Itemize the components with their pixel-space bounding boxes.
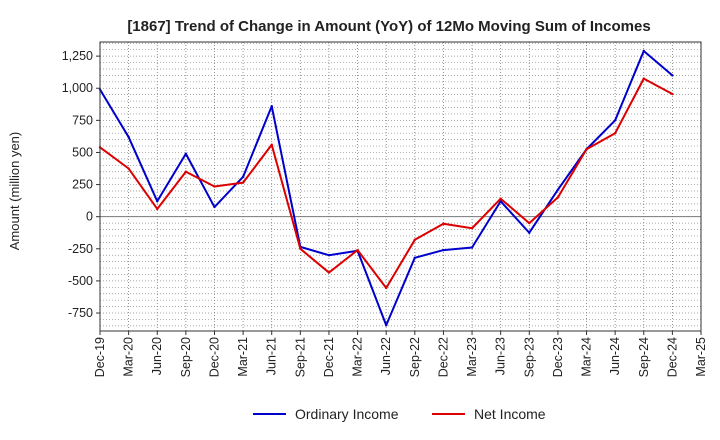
x-tick-label: Jun-20 — [150, 337, 164, 375]
data-point — [241, 181, 245, 184]
data-point — [442, 222, 445, 225]
y-axis-label: Amount (million yen) — [7, 132, 22, 251]
data-point — [470, 227, 474, 230]
data-point — [241, 175, 245, 179]
data-point — [184, 152, 188, 155]
data-point — [671, 74, 674, 77]
data-point — [127, 135, 130, 139]
x-tick-label: Dec-22 — [436, 337, 450, 377]
x-tick-label: Jun-22 — [379, 337, 393, 375]
data-point — [270, 143, 273, 146]
data-point — [384, 324, 388, 327]
x-tick-label: Sep-21 — [293, 337, 307, 377]
data-point — [213, 205, 216, 209]
x-tick-label: Dec-23 — [551, 337, 565, 377]
x-tick-label: Dec-24 — [665, 337, 679, 377]
data-point — [384, 286, 388, 290]
x-tick-label: Jun-23 — [494, 337, 508, 375]
data-point — [299, 247, 302, 250]
y-tick-label: 1,250 — [62, 49, 93, 63]
data-point — [327, 254, 331, 257]
y-tick-label: 250 — [72, 178, 93, 192]
y-tick-label: 500 — [72, 145, 93, 159]
x-tick-label: Mar-24 — [580, 337, 594, 377]
data-point — [413, 256, 417, 259]
data-point — [184, 170, 188, 173]
plot-area — [99, 41, 702, 332]
data-point — [270, 105, 273, 108]
grid — [100, 42, 701, 331]
x-tick-label: Mar-25 — [694, 337, 708, 377]
data-point — [556, 188, 560, 191]
data-point — [470, 246, 474, 249]
data-point — [613, 131, 617, 135]
series-lines — [98, 49, 674, 327]
data-point — [356, 248, 359, 252]
y-axis-ticks: -750 -500 -250 0 250 500 750 1,000 1,250 — [62, 49, 100, 320]
y-tick-label: 750 — [72, 113, 93, 127]
x-tick-label: Mar-23 — [465, 337, 479, 377]
x-tick-label: Dec-21 — [322, 337, 336, 377]
data-point — [413, 238, 417, 242]
legend-label: Net Income — [474, 406, 546, 422]
data-point — [556, 196, 560, 199]
legend: Ordinary Income Net Income — [253, 406, 546, 422]
x-tick-label: Sep-24 — [637, 337, 651, 377]
x-tick-label: Sep-22 — [408, 337, 422, 377]
x-tick-label: Mar-20 — [122, 337, 136, 377]
data-point — [642, 49, 645, 53]
data-point — [156, 200, 159, 203]
y-tick-label: 0 — [86, 210, 93, 224]
data-point — [613, 119, 617, 122]
series-line — [99, 49, 674, 327]
y-tick-label: -250 — [68, 242, 93, 256]
data-point — [442, 248, 445, 252]
x-tick-label: Jun-24 — [608, 337, 622, 375]
legend-label: Ordinary Income — [295, 406, 399, 422]
y-tick-label: -500 — [68, 274, 93, 288]
x-tick-label: Dec-19 — [93, 337, 107, 377]
data-point — [671, 92, 674, 96]
data-point — [585, 148, 588, 151]
data-point — [127, 167, 130, 170]
data-point — [528, 231, 531, 234]
y-tick-label: 1,000 — [62, 81, 93, 95]
x-axis-ticks: Dec-19 Mar-20 Jun-20 Sep-20 Dec-20 Mar-21 Jun-… — [93, 331, 708, 377]
x-tick-label: Sep-20 — [179, 337, 193, 377]
chart-title: [1867] Trend of Change in Amount (YoY) o… — [127, 18, 650, 35]
data-point — [528, 221, 531, 225]
y-tick-label: -750 — [68, 306, 93, 320]
data-point — [327, 271, 331, 274]
x-tick-label: Sep-23 — [522, 337, 536, 377]
x-tick-label: Jun-21 — [265, 337, 279, 375]
data-point — [156, 207, 159, 211]
data-point — [642, 77, 645, 80]
x-tick-label: Mar-21 — [236, 337, 250, 377]
x-tick-label: Dec-20 — [207, 337, 221, 377]
data-point — [499, 197, 502, 200]
x-tick-label: Mar-22 — [351, 337, 365, 377]
data-point — [213, 185, 216, 188]
